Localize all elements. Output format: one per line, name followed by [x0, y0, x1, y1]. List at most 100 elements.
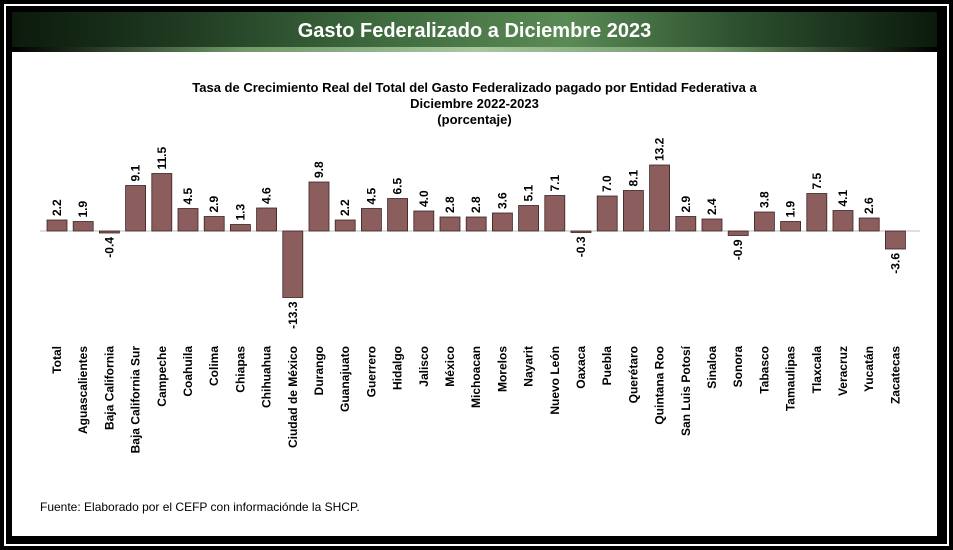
bar-coahuila: [177, 208, 199, 232]
value-label: 7.1: [548, 174, 562, 191]
value-label: 2.8: [443, 196, 457, 213]
value-label: -0.3: [574, 236, 588, 257]
category-label: Nayarit: [522, 346, 536, 387]
chart-title-line2: Diciembre 2022-2023: [410, 96, 539, 111]
category-label: Morelos: [495, 346, 509, 392]
value-label: 4.0: [417, 190, 431, 207]
bar-durango: [308, 181, 330, 232]
chart-subtitle: (porcentaje): [437, 112, 512, 127]
bar-veracruz: [832, 210, 854, 232]
value-label: 4.6: [260, 187, 274, 204]
bar-nuevo-le-n: [544, 195, 566, 232]
bar-campeche: [151, 173, 173, 232]
value-label: 1.3: [233, 203, 247, 220]
value-label: 2.9: [207, 195, 221, 212]
bar-baja-california: [99, 230, 120, 234]
bar-m-xico: [439, 216, 461, 232]
category-label: Durango: [312, 346, 326, 395]
category-label: Ciudad de México: [286, 346, 300, 448]
category-label: México: [443, 346, 457, 387]
value-label: 9.1: [129, 164, 143, 181]
category-label: Puebla: [600, 346, 614, 386]
bar-ciudad-de-m-xico: [282, 230, 304, 298]
bar-michoacan: [465, 216, 487, 232]
chart-panel: [12, 52, 937, 536]
bar-nayarit: [518, 205, 539, 232]
value-label: 3.8: [757, 191, 771, 208]
bar-total: [46, 219, 68, 232]
bar-hidalgo: [387, 198, 409, 232]
bar-sonora: [727, 230, 749, 236]
bar-tamaulipas: [780, 221, 801, 232]
value-label: -0.4: [102, 237, 116, 258]
category-label: Tabasco: [757, 346, 771, 394]
value-label: 2.9: [679, 195, 693, 212]
category-label: Chihuahua: [260, 346, 274, 408]
category-label: Hidalgo: [391, 346, 405, 390]
value-label: 2.8: [469, 196, 483, 213]
value-label: 13.2: [653, 137, 667, 161]
category-label: Tlaxcala: [810, 346, 824, 394]
bar-tabasco: [754, 211, 775, 232]
category-label: Jalisco: [417, 346, 431, 387]
bar-baja-california-sur: [125, 185, 146, 232]
category-label: Quintana Roo: [653, 346, 667, 425]
bar-sinaloa: [701, 218, 723, 232]
category-label: Michoacan: [469, 346, 483, 408]
category-label: Veracruz: [836, 346, 850, 396]
category-label: Zacatecas: [888, 346, 902, 404]
bar-aguascalientes: [72, 221, 94, 232]
value-label: 2.2: [50, 199, 64, 216]
category-label: Nuevo León: [548, 346, 562, 415]
category-label: Colima: [207, 346, 221, 386]
bar-tlaxcala: [806, 193, 828, 232]
bar-quer-taro: [623, 190, 644, 232]
value-label: 7.0: [600, 175, 614, 192]
bar-puebla: [596, 195, 618, 232]
banner-title: Gasto Federalizado a Diciembre 2023: [297, 20, 652, 42]
bar-san-luis-potos-: [675, 216, 697, 232]
category-label: Guerrero: [364, 346, 378, 397]
category-label: Campeche: [155, 346, 169, 407]
category-label: San Luis Potosí: [679, 345, 693, 436]
category-label: Aguascalientes: [76, 346, 90, 434]
bar-guerrero: [360, 208, 382, 232]
bar-zacatecas: [885, 230, 906, 250]
bar-quintana-roo: [649, 164, 670, 232]
category-label: Baja California: [102, 346, 116, 430]
category-label: Baja California Sur: [129, 346, 143, 454]
category-label: Coahuila: [181, 346, 195, 397]
category-label: Total: [50, 346, 64, 374]
bar-chiapas: [229, 224, 251, 232]
value-label: 2.4: [705, 198, 719, 215]
value-label: 4.1: [836, 189, 850, 206]
bar-yucat-n: [858, 217, 880, 232]
bar-jalisco: [413, 210, 435, 232]
banner-stripe: [12, 47, 937, 52]
value-label: 11.5: [155, 146, 169, 169]
category-label: Oaxaca: [574, 346, 588, 389]
value-label: 1.9: [784, 200, 798, 217]
category-label: Yucatán: [862, 346, 876, 392]
header-banner: [12, 12, 937, 50]
bar-oaxaca: [570, 230, 592, 233]
chart-title-line1: Tasa de Crecimiento Real del Total del G…: [192, 80, 757, 95]
value-label: 2.6: [862, 197, 876, 214]
value-label: 3.6: [495, 192, 509, 209]
value-label: 1.9: [76, 200, 90, 217]
category-label: Tamaulipas: [784, 346, 798, 411]
category-label: Guanajuato: [338, 346, 352, 412]
category-label: Sinaloa: [705, 346, 719, 389]
value-label: 8.1: [626, 169, 640, 186]
value-label: 5.1: [522, 184, 536, 201]
value-label: 6.5: [391, 177, 405, 194]
bar-colima: [203, 216, 225, 232]
bar-morelos: [491, 212, 513, 232]
value-label: 9.8: [312, 161, 326, 178]
value-label: 4.5: [181, 187, 195, 204]
value-label: 7.5: [810, 172, 824, 189]
category-label: Chiapas: [233, 346, 247, 393]
value-label: -0.9: [731, 239, 745, 260]
source-note: Fuente: Elaborado por el CEFP con inform…: [40, 500, 360, 514]
